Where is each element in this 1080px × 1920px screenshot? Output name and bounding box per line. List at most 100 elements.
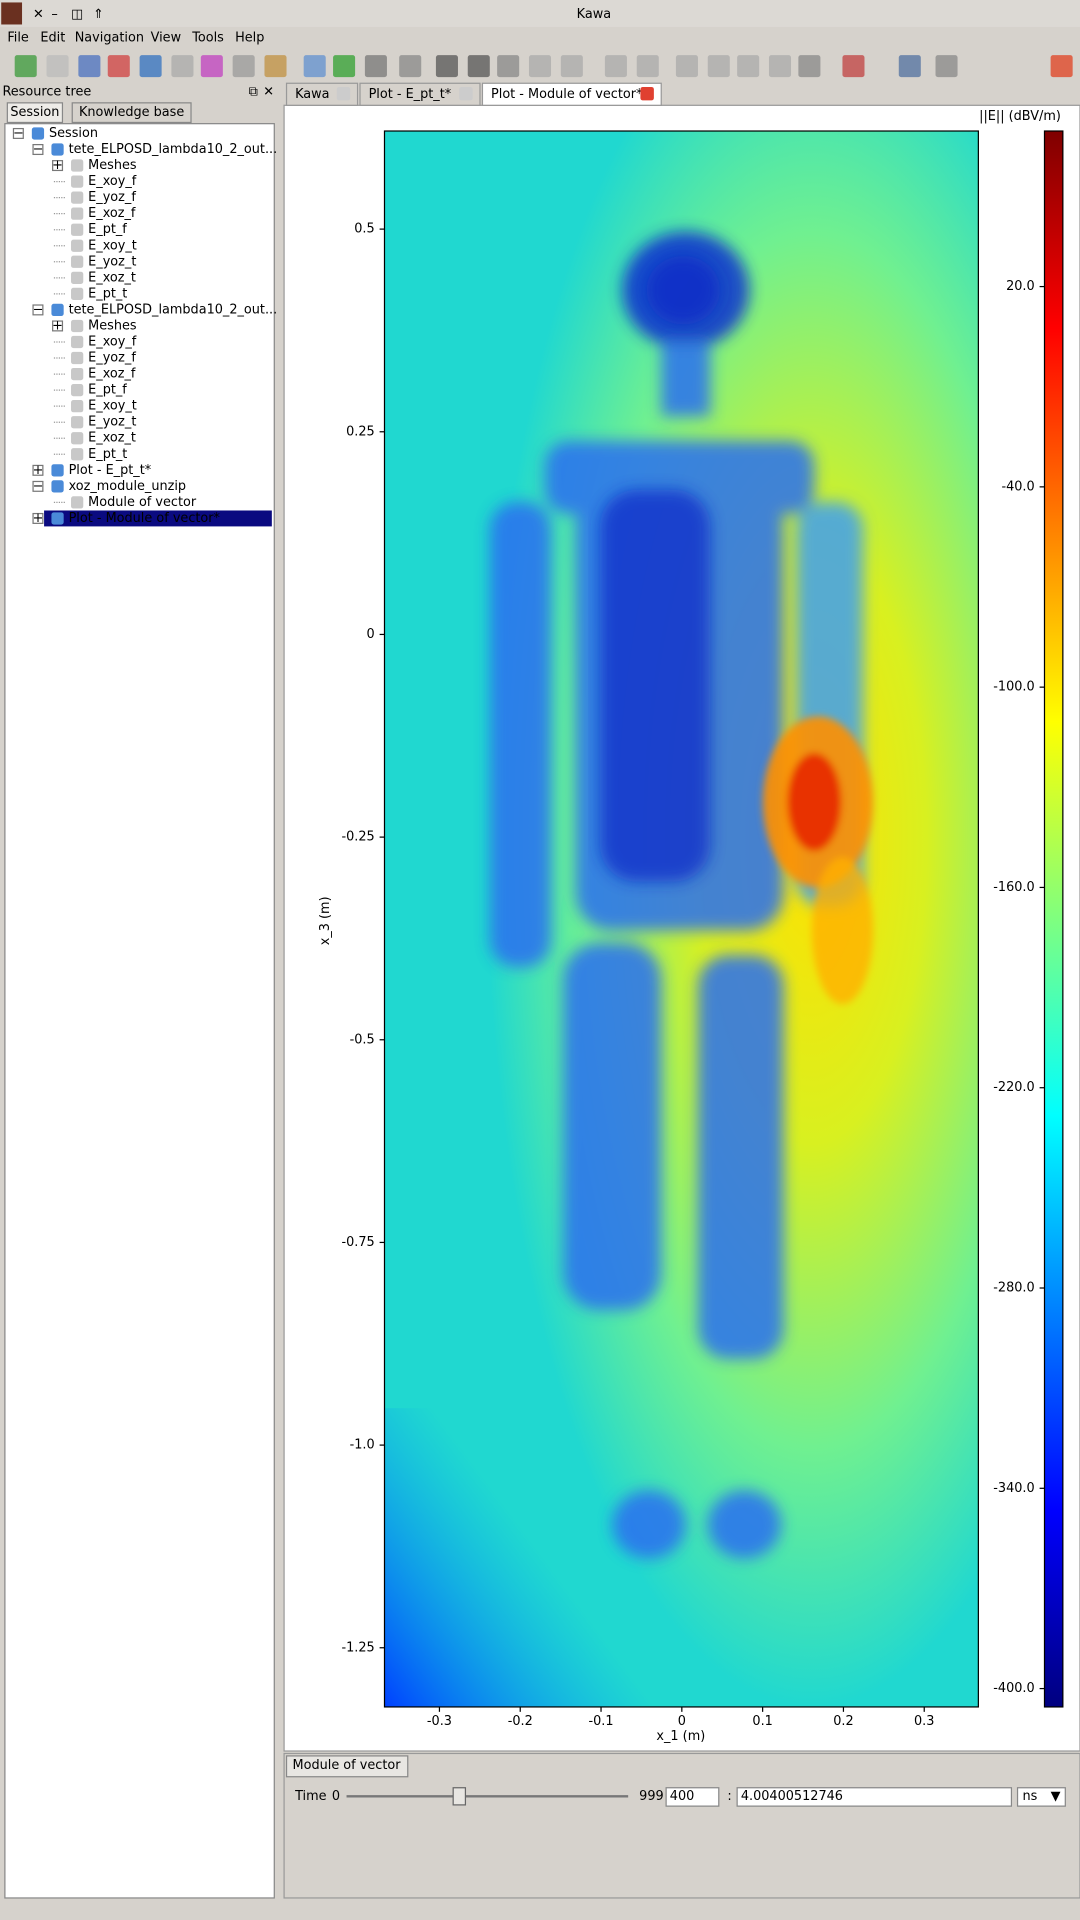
menu-item[interactable]: Navigation bbox=[75, 30, 144, 45]
tab[interactable] bbox=[481, 82, 662, 106]
expander[interactable] bbox=[32, 480, 44, 492]
tree-node[interactable]: Module of vector bbox=[88, 495, 197, 510]
toolbar-button[interactable] bbox=[107, 55, 130, 78]
expander[interactable] bbox=[52, 160, 64, 172]
expander[interactable] bbox=[52, 320, 64, 332]
toolbar-button[interactable] bbox=[46, 55, 69, 78]
expander[interactable] bbox=[32, 464, 44, 476]
toolbar-button[interactable] bbox=[264, 55, 287, 78]
toolbar-button[interactable] bbox=[399, 55, 422, 78]
tree-node[interactable]: E_xoy_t bbox=[88, 238, 137, 253]
toolbar-button[interactable] bbox=[232, 55, 255, 78]
toolbar-button[interactable] bbox=[798, 55, 821, 78]
toolbar-button[interactable] bbox=[200, 55, 223, 78]
spin-box[interactable] bbox=[665, 1787, 720, 1807]
toolbar-button[interactable] bbox=[604, 55, 627, 78]
toolbar-button[interactable] bbox=[139, 55, 162, 78]
tree-node[interactable]: Plot - E_pt_t* bbox=[69, 463, 152, 478]
menu-item[interactable]: Help bbox=[235, 30, 264, 45]
expander[interactable] bbox=[12, 127, 24, 139]
node-icon bbox=[71, 175, 84, 188]
panel-tab-label: Session bbox=[10, 105, 59, 120]
expander[interactable] bbox=[32, 512, 44, 524]
toolbar-button[interactable] bbox=[497, 55, 520, 78]
colorbar-tick-label: -280.0 bbox=[993, 1281, 1034, 1296]
slider-handle[interactable] bbox=[452, 1787, 467, 1806]
toolbar-button[interactable] bbox=[737, 55, 760, 78]
close-panel[interactable]: ✕ bbox=[263, 84, 274, 99]
controls-tab[interactable] bbox=[285, 1755, 409, 1778]
toolbar-button[interactable] bbox=[935, 55, 958, 78]
menu-item[interactable]: View bbox=[151, 30, 181, 45]
tree-node[interactable]: tete_ELPOSD_lambda10_2_out... bbox=[69, 142, 278, 157]
toolbar-button[interactable] bbox=[675, 55, 698, 78]
toolbar-button[interactable] bbox=[364, 55, 387, 78]
toolbar-button[interactable] bbox=[333, 55, 356, 78]
menu-item[interactable]: File bbox=[7, 30, 29, 45]
tab-close[interactable] bbox=[640, 86, 654, 101]
y-tick-label: -0.5 bbox=[350, 1032, 375, 1047]
panel-tab[interactable] bbox=[6, 102, 64, 124]
tree-node[interactable]: E_yoz_t bbox=[88, 254, 136, 269]
node-icon bbox=[31, 127, 45, 140]
tree-node[interactable]: xoz_module_unzip bbox=[69, 479, 187, 494]
toolbar-button[interactable] bbox=[1050, 55, 1073, 78]
tree-node[interactable]: E_xoz_t bbox=[88, 431, 136, 446]
colorbar-tick-label: -220.0 bbox=[993, 1080, 1034, 1095]
tree-node[interactable]: Session bbox=[49, 126, 98, 141]
maximize-button[interactable]: ⇑ bbox=[93, 7, 104, 22]
tree-node[interactable]: E_xoz_f bbox=[88, 206, 136, 221]
tree-node[interactable]: E_xoz_f bbox=[88, 367, 136, 382]
tree-node[interactable]: E_yoz_f bbox=[88, 190, 136, 205]
close-button[interactable]: ✕ bbox=[33, 7, 44, 22]
separator: : bbox=[727, 1789, 731, 1804]
tab-close[interactable] bbox=[459, 86, 473, 101]
tree-node[interactable]: E_pt_f bbox=[88, 383, 127, 398]
tree-node[interactable]: E_xoy_f bbox=[88, 174, 137, 189]
x-tick-label: -0.2 bbox=[508, 1714, 533, 1729]
tab[interactable] bbox=[359, 82, 481, 106]
restore-button[interactable]: ◫ bbox=[71, 7, 83, 22]
expander-sign: + bbox=[33, 511, 44, 526]
toolbar-button[interactable] bbox=[842, 55, 865, 78]
node-icon bbox=[71, 432, 84, 445]
toolbar-button[interactable] bbox=[768, 55, 792, 78]
toolbar-button[interactable] bbox=[707, 55, 730, 78]
menu-item[interactable]: Edit bbox=[40, 30, 65, 45]
tab-close[interactable] bbox=[336, 86, 351, 101]
tree-node[interactable]: E_yoz_f bbox=[88, 351, 136, 366]
toolbar-button[interactable] bbox=[528, 55, 552, 78]
toolbar-button[interactable] bbox=[78, 55, 101, 78]
tree-node[interactable]: Meshes bbox=[88, 158, 137, 173]
toolbar-button[interactable] bbox=[171, 55, 194, 78]
toolbar-button[interactable] bbox=[435, 55, 458, 78]
tree-node[interactable]: tete_ELPOSD_lambda10_2_out... bbox=[69, 302, 278, 317]
float-button[interactable]: ⧉ bbox=[249, 84, 258, 99]
tree-node[interactable]: E_xoz_t bbox=[88, 270, 136, 285]
panel-tab[interactable] bbox=[71, 102, 192, 124]
minimize-button[interactable]: – bbox=[51, 7, 57, 22]
toolbar-button[interactable] bbox=[14, 55, 37, 78]
toolbar-button[interactable] bbox=[303, 55, 326, 78]
tree-node[interactable]: E_xoy_t bbox=[88, 399, 137, 414]
tree-node[interactable]: E_xoy_f bbox=[88, 335, 137, 350]
menu-item[interactable]: Tools bbox=[191, 30, 224, 45]
tree-node[interactable]: Meshes bbox=[88, 318, 137, 333]
tree-node[interactable]: E_pt_t bbox=[88, 447, 127, 462]
tree-node[interactable]: Plot - Module of vector* bbox=[69, 511, 221, 526]
tree-node[interactable]: E_yoz_t bbox=[88, 415, 136, 430]
node-icon bbox=[71, 239, 84, 252]
unit-select[interactable] bbox=[1016, 1787, 1066, 1807]
time-value: 4.00400512746 bbox=[741, 1789, 843, 1804]
tree-node[interactable]: E_pt_t bbox=[88, 286, 127, 301]
expander-sign: − bbox=[13, 126, 24, 141]
tree-node[interactable]: E_pt_f bbox=[88, 222, 127, 237]
expander[interactable] bbox=[32, 143, 44, 156]
toolbar-button[interactable] bbox=[636, 55, 659, 78]
expander[interactable] bbox=[32, 304, 44, 316]
toolbar-button[interactable] bbox=[467, 55, 490, 78]
x-tick-label: -0.3 bbox=[427, 1714, 452, 1729]
time-field[interactable] bbox=[736, 1787, 1013, 1807]
toolbar-button[interactable] bbox=[898, 55, 921, 78]
toolbar-button[interactable] bbox=[560, 55, 583, 78]
